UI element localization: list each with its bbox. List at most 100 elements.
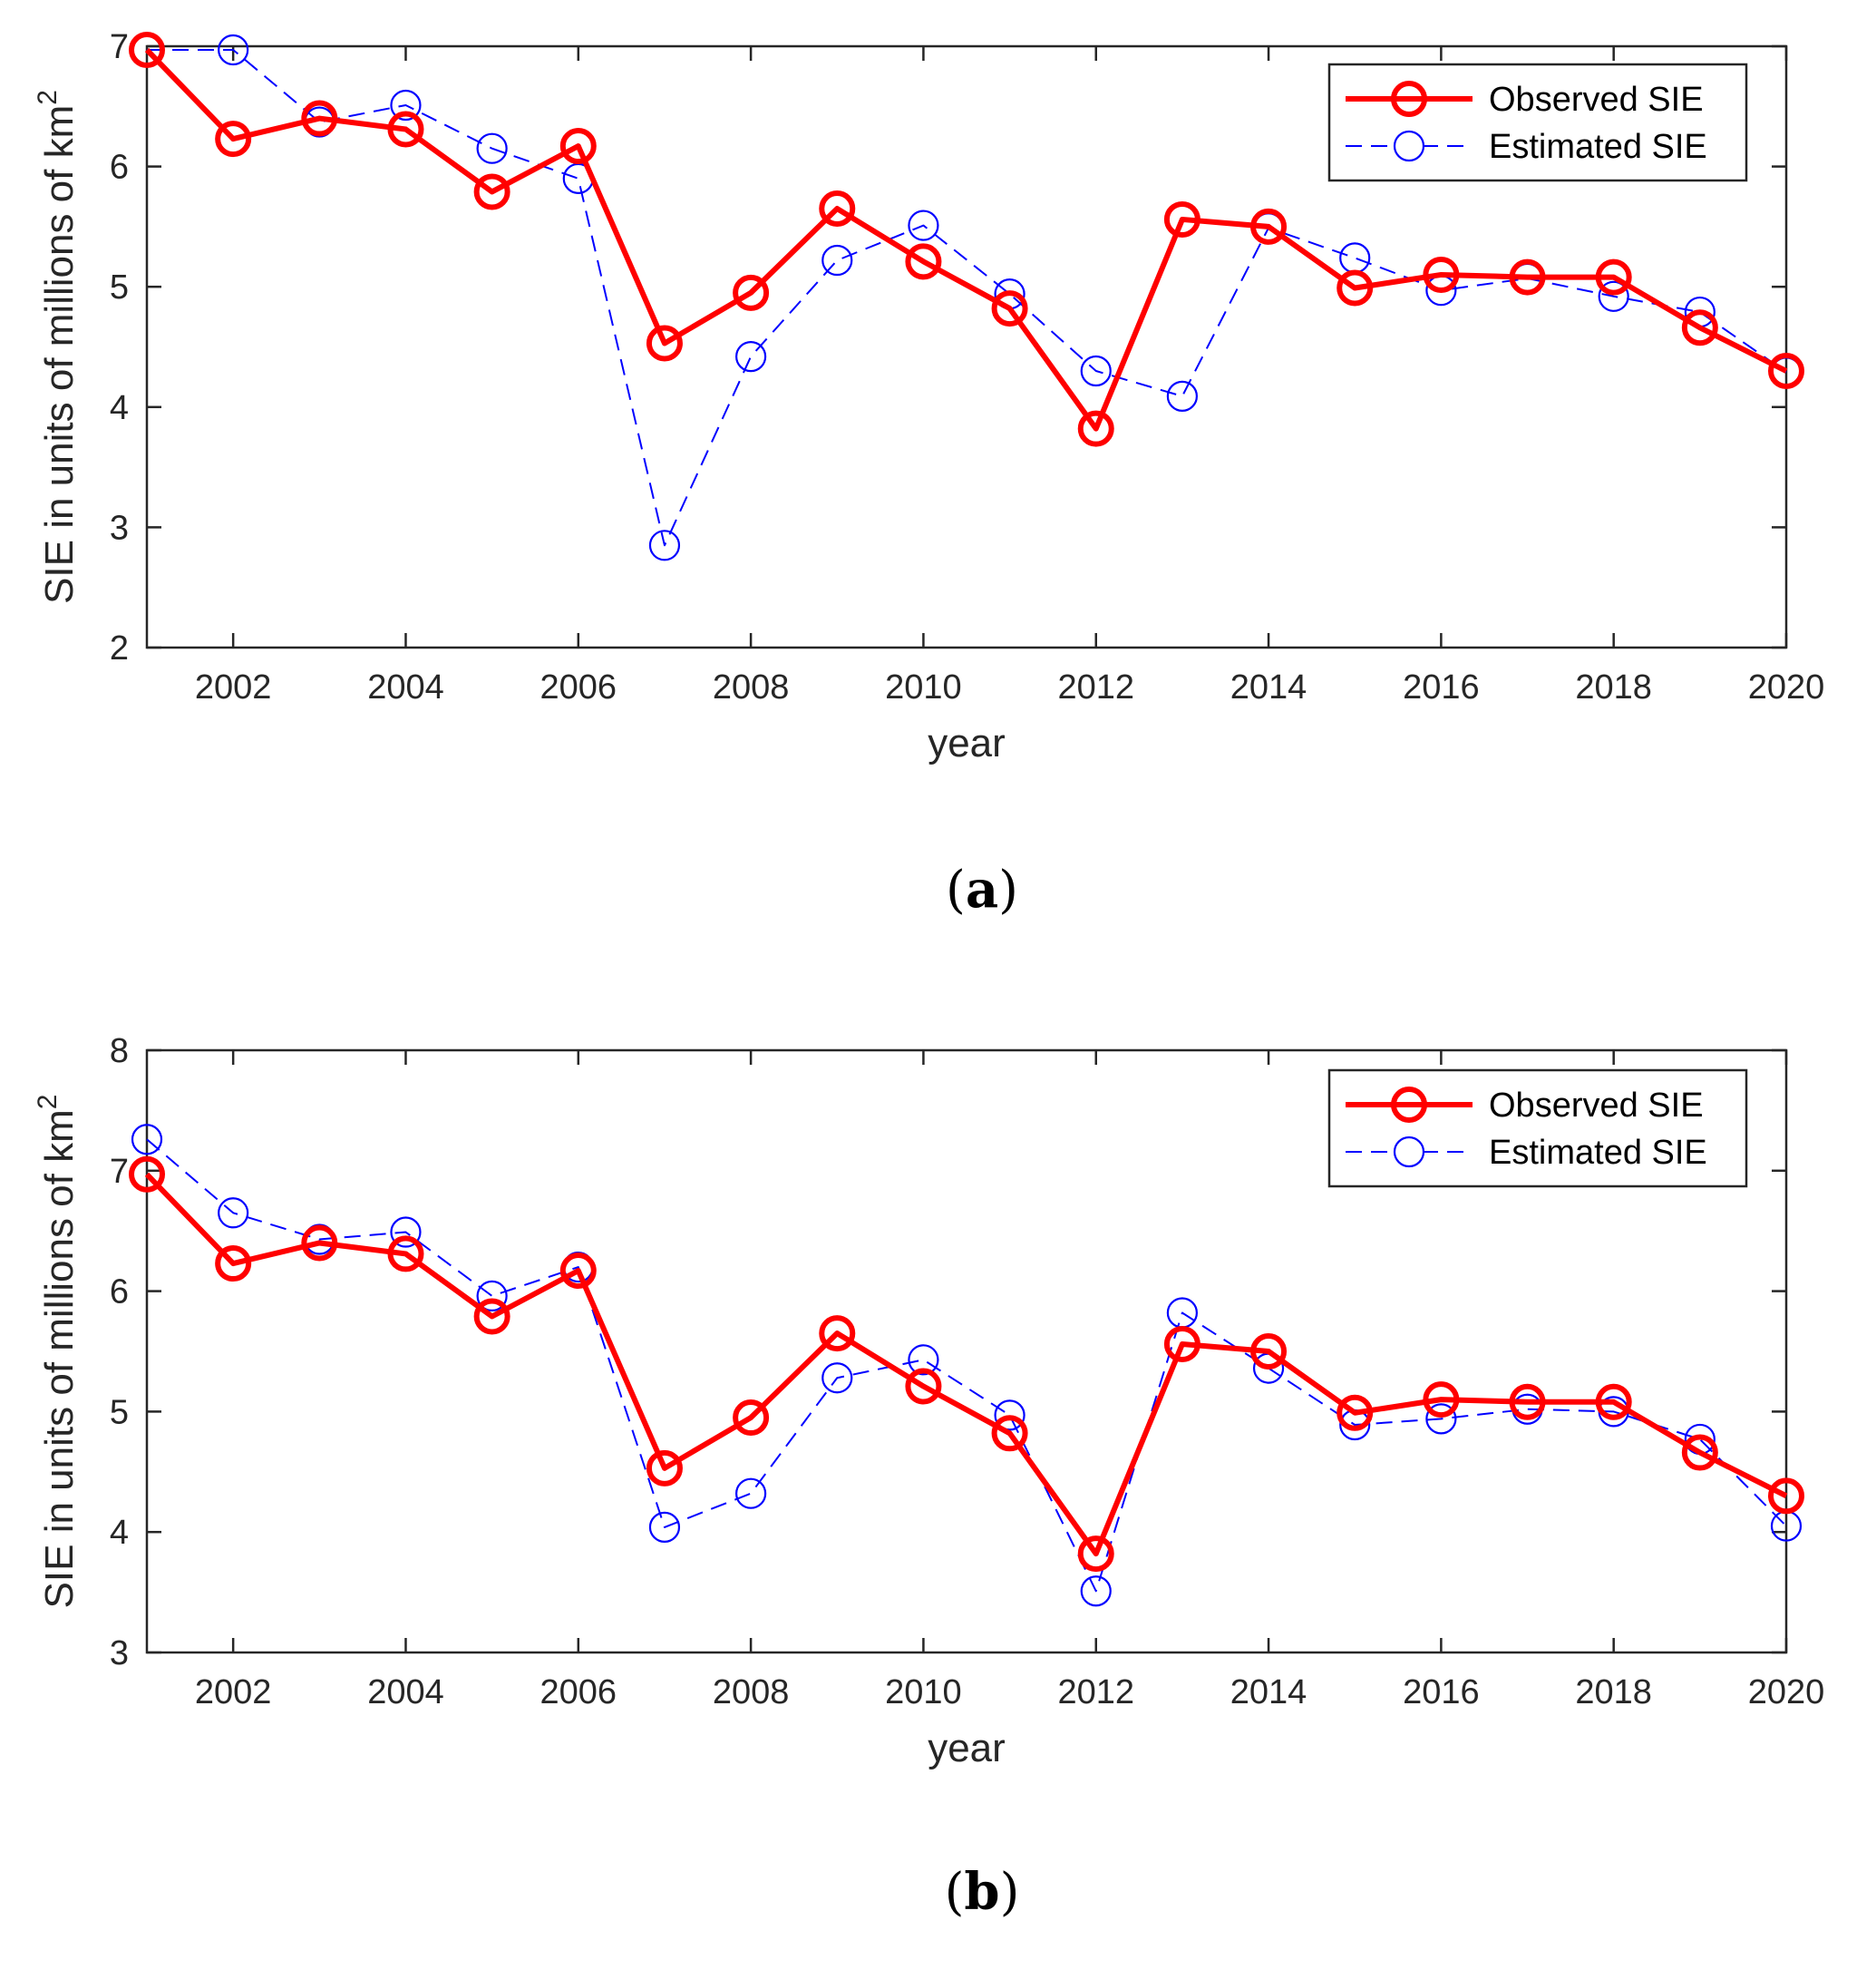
legend-estimated-label: Estimated SIE: [1489, 1134, 1707, 1172]
estimated-point: [390, 89, 422, 122]
panel-label-open: (: [946, 861, 966, 920]
y-tick-label: 3: [110, 509, 129, 547]
y-tick-label: 4: [110, 389, 129, 427]
observed-point: [1595, 1383, 1632, 1420]
observed-point: [129, 31, 165, 68]
observed-point: [1423, 256, 1460, 293]
estimated-point: [735, 341, 767, 373]
y-tick-label: 2: [110, 629, 129, 668]
x-tick-label: 2006: [540, 668, 617, 707]
chart-panel-a: 2002 2004 2006 2008 2010 2012 2014 2016 2018 2020…: [33, 28, 1824, 920]
observed-point: [1077, 1535, 1114, 1573]
observed-point: [1509, 1383, 1546, 1420]
observed-point: [991, 1415, 1028, 1452]
panel-label: (b): [945, 1862, 1020, 1922]
estimated-point: [218, 34, 249, 66]
x-tick-label: 2014: [1230, 668, 1307, 707]
panel-label-close: ): [1000, 1863, 1020, 1922]
x-tick-label: 2008: [713, 1673, 790, 1711]
estimated-point: [648, 1511, 681, 1543]
observed-point: [215, 1245, 252, 1282]
observed-point: [733, 1399, 770, 1437]
estimated-point: [1425, 1403, 1457, 1435]
y-tick-label: 6: [110, 149, 129, 187]
y-axis-label: SIE in units of millions of km2: [33, 90, 82, 604]
legend: Observed SIE Estimated SIE: [1327, 63, 1748, 182]
y-tick-label: 8: [110, 1032, 129, 1070]
observed-point: [387, 1235, 424, 1272]
x-tick-label: 2016: [1403, 1673, 1480, 1711]
observed-point: [301, 1224, 338, 1262]
x-tick-label: 2020: [1748, 668, 1825, 707]
x-tick-label: 2006: [540, 1673, 617, 1711]
x-tick-label: 2002: [195, 1673, 272, 1711]
estimated-point: [390, 1216, 422, 1248]
x-tick-label: 2020: [1748, 1673, 1825, 1711]
legend-observed-label: Observed SIE: [1489, 1087, 1704, 1125]
observed-point: [1681, 1434, 1718, 1471]
legend-observed-label: Observed SIE: [1489, 81, 1704, 119]
x-axis-label: year: [928, 721, 1006, 765]
panel-label: (a): [946, 860, 1018, 920]
y-tick-label: 7: [110, 1153, 129, 1191]
observed-point: [215, 121, 252, 158]
observed-point: [559, 128, 597, 165]
panel-label-open: (: [945, 1863, 965, 1922]
estimated-point: [1080, 355, 1112, 387]
observed-point: [1768, 1477, 1804, 1515]
chart-panel-b: 2002 2004 2006 2008 2010 2012 2014 2016 2018 2020…: [33, 1032, 1824, 1922]
observed-point: [905, 243, 942, 280]
y-tick-label: 4: [110, 1514, 129, 1552]
observed-point: [1337, 269, 1374, 307]
estimated-point: [908, 1344, 939, 1376]
legend-box: [1327, 63, 1748, 182]
legend-observed-marker: [1391, 1087, 1427, 1123]
y-axis-label-superscript: 2: [33, 90, 63, 105]
estimated-point: [131, 1124, 163, 1155]
x-tick-label: 2004: [367, 1673, 444, 1711]
x-tick-label: 2018: [1575, 668, 1652, 707]
observed-point: [1595, 258, 1632, 296]
observed-point: [1509, 258, 1546, 296]
estimated-point: [648, 530, 681, 561]
y-axis-label: SIE in units of millions of km2: [33, 1095, 82, 1609]
estimated-point: [735, 1477, 767, 1509]
estimated-point: [1598, 280, 1629, 312]
observed-point: [819, 1315, 856, 1352]
observed-point: [473, 173, 510, 210]
observed-point: [905, 1368, 942, 1405]
observed-point: [559, 1253, 597, 1290]
observed-point: [1250, 1333, 1288, 1370]
y-axis-label-superscript: 2: [33, 1095, 63, 1110]
observed-point: [991, 290, 1028, 327]
estimated-point: [218, 1197, 249, 1229]
observed-point: [1077, 410, 1114, 447]
y-axis-label-text: SIE in units of millions of km: [37, 1109, 82, 1608]
observed-point: [387, 111, 424, 148]
estimated-point: [908, 210, 939, 241]
y-tick-label: 7: [110, 28, 129, 66]
x-tick-label: 2010: [885, 1673, 962, 1711]
x-tick-label: 2012: [1057, 1673, 1134, 1711]
observed-point: [646, 1449, 683, 1486]
observed-point: [1423, 1381, 1460, 1418]
observed-point: [1250, 208, 1288, 245]
x-axis-label: year: [928, 1726, 1006, 1770]
panel-label-close: ): [998, 861, 1018, 920]
legend-box: [1327, 1068, 1748, 1188]
x-tick-label: 2010: [885, 668, 962, 707]
estimated-point: [821, 244, 853, 277]
observed-point: [301, 100, 338, 137]
observed-point: [1163, 200, 1200, 238]
observed-point: [1768, 353, 1804, 390]
legend-estimated-marker: [1393, 130, 1425, 162]
estimated-point: [1080, 1575, 1112, 1607]
x-tick-label: 2016: [1403, 668, 1480, 707]
y-tick-label: 5: [110, 1393, 129, 1431]
estimated-point: [994, 1399, 1025, 1431]
observed-point: [1681, 309, 1718, 346]
series-observed: [129, 1155, 1804, 1573]
y-tick-label: 6: [110, 1273, 129, 1311]
legend-estimated-label: Estimated SIE: [1489, 128, 1707, 166]
